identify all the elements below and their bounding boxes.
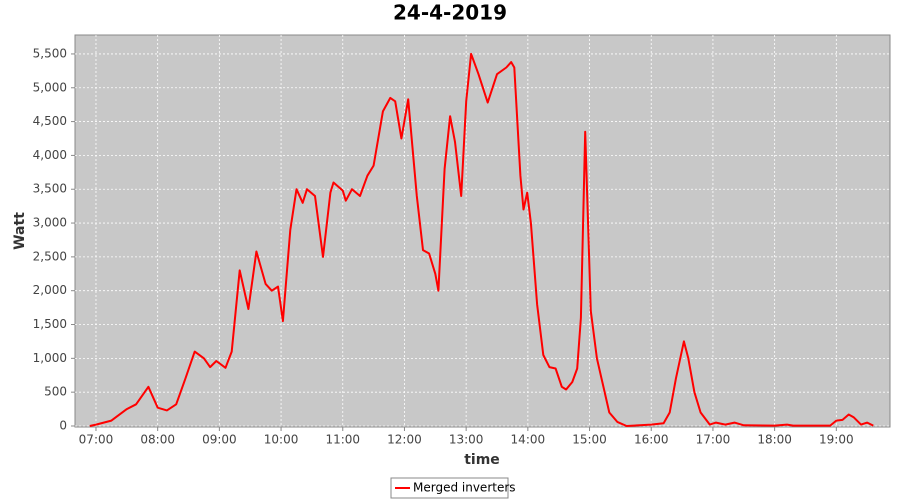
y-tick-label: 5,000 xyxy=(33,80,67,94)
y-tick-label: 3,000 xyxy=(33,216,67,230)
line xyxy=(89,52,874,427)
x-tick-label: 10:00 xyxy=(264,433,299,447)
plot-area xyxy=(74,34,891,428)
y-tick-label: 2,500 xyxy=(33,249,67,263)
y-tick-label: 5,500 xyxy=(33,46,67,60)
x-tick-label: 19:00 xyxy=(819,433,854,447)
y-tick-label: 4,500 xyxy=(33,114,67,128)
x-tick-label: 08:00 xyxy=(140,433,175,447)
legend-label: Merged inverters xyxy=(413,481,516,495)
x-tick-label: 16:00 xyxy=(634,433,669,447)
x-tick-label: 15:00 xyxy=(572,433,607,447)
y-tick-label: 4,000 xyxy=(33,148,67,162)
y-tick-label: 2,000 xyxy=(33,283,67,297)
y-tick-label: 1,500 xyxy=(33,317,67,331)
x-tick-label: 18:00 xyxy=(757,433,792,447)
y-tick-label: 1,000 xyxy=(33,351,67,365)
x-axis-label: time xyxy=(464,452,500,468)
chart-title: 24-4-2019 xyxy=(393,1,507,25)
x-tick-label: 09:00 xyxy=(202,433,237,447)
y-tick-label: 0 xyxy=(59,418,67,432)
legend-box xyxy=(390,477,509,499)
x-tick-label: 13:00 xyxy=(449,433,484,447)
y-tick-label: 3,500 xyxy=(33,182,67,196)
x-tick-label: 11:00 xyxy=(325,433,360,447)
y-axis-label: Watt xyxy=(12,212,28,250)
x-tick-label: 14:00 xyxy=(511,433,546,447)
x-tick-label: 07:00 xyxy=(79,433,114,447)
x-tick-label: 17:00 xyxy=(696,433,731,447)
x-tick-label: 12:00 xyxy=(387,433,422,447)
y-tick-label: 500 xyxy=(44,385,67,399)
